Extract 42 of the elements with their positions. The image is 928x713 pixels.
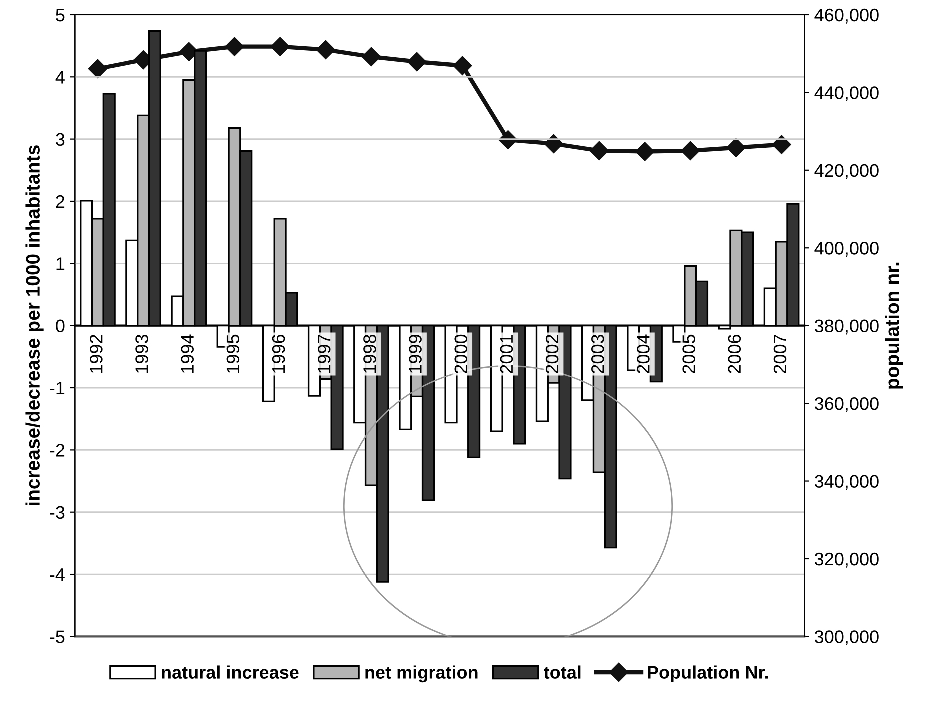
y-tick-label: 5 bbox=[56, 9, 65, 22]
x-tick-label: 1996 bbox=[272, 334, 286, 373]
x-tick-label: 2002 bbox=[546, 335, 559, 374]
y2-tick-label: 420,000 bbox=[814, 164, 879, 180]
y-tick-label: 0 bbox=[56, 320, 65, 333]
x-tick-label: 2001 bbox=[500, 335, 514, 374]
y-tick-label: -1 bbox=[50, 382, 65, 395]
y2-tick-label: 440,000 bbox=[814, 86, 879, 102]
x-tick-label: 1992 bbox=[90, 335, 103, 373]
y-tick-label: 2 bbox=[56, 195, 65, 208]
y2-axis-title: population nr. bbox=[885, 262, 904, 389]
y-tick-label: -3 bbox=[50, 506, 65, 520]
y-tick-label: 3 bbox=[56, 133, 65, 146]
y-tick-label: -2 bbox=[50, 444, 65, 457]
x-tick-label: 1993 bbox=[136, 334, 148, 373]
x-tick-label: 2006 bbox=[728, 334, 742, 374]
x-tick-label: 2000 bbox=[454, 334, 468, 374]
x-tick-label: 1995 bbox=[226, 334, 240, 373]
y2-tick-label: 400,000 bbox=[814, 242, 879, 257]
legend-label: natural increase bbox=[162, 666, 299, 679]
y-tick-label: -5 bbox=[50, 630, 65, 644]
x-tick-label: 1997 bbox=[318, 335, 331, 373]
x-tick-label: 1999 bbox=[409, 335, 422, 373]
legend-label: Population Nr. bbox=[648, 666, 768, 683]
y-tick-label: 4 bbox=[56, 71, 65, 84]
legend-label: total bbox=[544, 666, 581, 679]
y2-tick-label: 340,000 bbox=[814, 475, 879, 490]
y-axis-title: increase/decrease per 1000 inhabitants bbox=[26, 146, 44, 506]
y2-tick-label: 300,000 bbox=[814, 630, 879, 646]
x-tick-label: 2004 bbox=[637, 334, 650, 374]
legend-label: net migration bbox=[366, 666, 478, 683]
y-tick-label: -4 bbox=[50, 568, 65, 582]
x-tick-label: 1994 bbox=[181, 334, 194, 373]
x-tick-label: 2007 bbox=[774, 335, 787, 374]
y2-tick-label: 320,000 bbox=[814, 552, 879, 568]
x-tick-label: 1998 bbox=[364, 334, 376, 373]
y2-tick-label: 380,000 bbox=[814, 320, 879, 335]
x-tick-label: 2005 bbox=[682, 334, 696, 374]
y-tick-label: 1 bbox=[56, 258, 65, 270]
y2-tick-label: 460,000 bbox=[814, 8, 879, 24]
x-tick-label: 2003 bbox=[591, 334, 604, 374]
y2-tick-label: 360,000 bbox=[814, 397, 879, 412]
